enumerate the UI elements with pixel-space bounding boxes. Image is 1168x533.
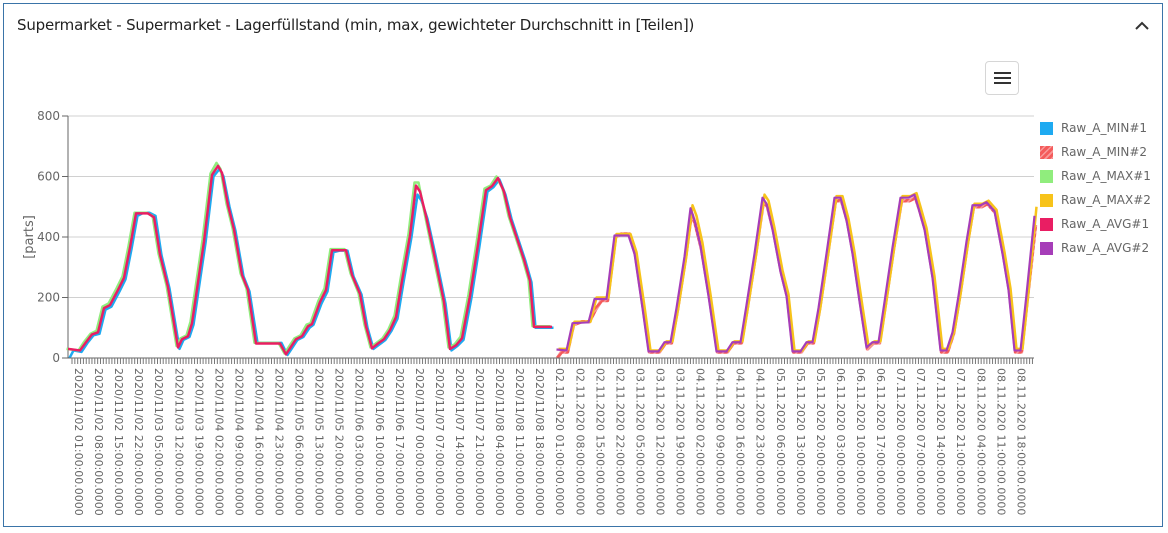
legend-label: Raw_A_MIN#1 bbox=[1061, 121, 1148, 135]
legend-label: Raw_A_MAX#1 bbox=[1061, 169, 1151, 183]
legend-swatch-icon bbox=[1040, 241, 1053, 255]
collapse-button[interactable] bbox=[1132, 16, 1152, 36]
legend-swatch-icon bbox=[1040, 217, 1053, 231]
chart-legend: Raw_A_MIN#1 Raw_A_MIN#2 Raw_A_MAX#1 Raw_A_M… bbox=[1040, 116, 1151, 260]
legend-item[interactable]: Raw_A_AVG#2 bbox=[1040, 236, 1151, 260]
legend-label: Raw_A_AVG#2 bbox=[1061, 241, 1150, 255]
legend-item[interactable]: Raw_A_MIN#2 bbox=[1040, 140, 1151, 164]
chevron-up-icon bbox=[1135, 21, 1149, 30]
legend-swatch-icon bbox=[1040, 121, 1053, 135]
legend-item[interactable]: Raw_A_AVG#1 bbox=[1040, 212, 1151, 236]
legend-item[interactable]: Raw_A_MAX#2 bbox=[1040, 188, 1151, 212]
legend-label: Raw_A_MAX#2 bbox=[1061, 193, 1151, 207]
legend-label: Raw_A_MIN#2 bbox=[1061, 145, 1148, 159]
hamburger-menu-icon bbox=[994, 72, 1011, 74]
legend-swatch-icon bbox=[1040, 193, 1053, 207]
legend-swatch-icon bbox=[1040, 169, 1053, 183]
legend-label: Raw_A_AVG#1 bbox=[1061, 217, 1150, 231]
legend-item[interactable]: Raw_A_MAX#1 bbox=[1040, 164, 1151, 188]
chart-menu-button[interactable] bbox=[985, 61, 1019, 95]
legend-item[interactable]: Raw_A_MIN#1 bbox=[1040, 116, 1151, 140]
legend-swatch-icon bbox=[1040, 145, 1053, 159]
panel-title: Supermarket - Supermarket - Lagerfüllsta… bbox=[17, 16, 695, 34]
